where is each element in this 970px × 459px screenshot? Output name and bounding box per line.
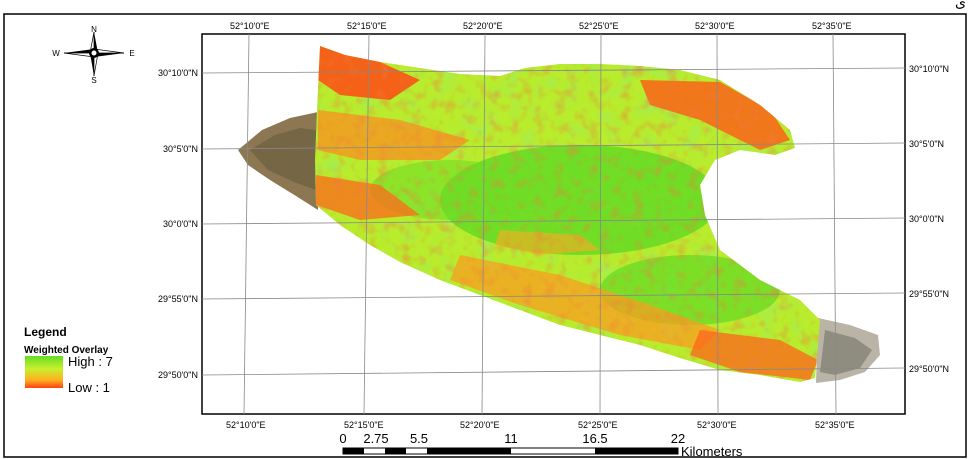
lat-label-left: 29°50'0"N xyxy=(158,370,198,380)
legend-title: Legend xyxy=(24,325,67,339)
meridian-line xyxy=(716,33,719,415)
lon-label-top: 52°15'0"E xyxy=(347,21,387,31)
lat-label-left: 30°10'0"N xyxy=(158,68,198,78)
lat-label-right: 30°5'0"N xyxy=(909,139,944,149)
lat-label-right: 30°0'0"N xyxy=(909,214,944,224)
legend-high-label: High : 7 xyxy=(68,354,113,369)
lon-label-bottom: 52°20'0"E xyxy=(460,420,500,430)
south-label: S xyxy=(91,76,96,84)
lat-label-right: 30°10'0"N xyxy=(909,64,949,74)
lat-label-left: 29°55'0"N xyxy=(158,294,198,304)
corner-character: ى xyxy=(955,0,966,10)
lon-label-top: 52°25'0"E xyxy=(579,21,619,31)
west-label: W xyxy=(52,49,60,58)
parallel-line xyxy=(201,67,906,74)
weighted-overlay-raster xyxy=(315,46,820,382)
scale-tick-label: 16.5 xyxy=(582,431,607,446)
meridian-line xyxy=(832,33,837,415)
lon-label-top: 52°20'0"E xyxy=(463,21,503,31)
lon-label-top: 52°30'0"E xyxy=(695,21,735,31)
scale-tick-label: 0 xyxy=(339,431,346,446)
lon-label-top: 52°35'0"E xyxy=(812,21,852,31)
lon-label-bottom: 52°25'0"E xyxy=(578,420,618,430)
imagery-west-shade xyxy=(250,128,316,190)
scale-tick-label: 5.5 xyxy=(410,431,428,446)
lon-label-bottom: 52°30'0"E xyxy=(697,420,737,430)
legend-color-ramp xyxy=(25,356,63,388)
meridian-line xyxy=(363,33,370,415)
imagery-east-shade xyxy=(820,330,872,375)
scale-tick-label: 22 xyxy=(671,431,685,446)
east-label: E xyxy=(129,49,134,58)
legend-low-label: Low : 1 xyxy=(68,380,110,395)
parallel-line xyxy=(201,367,906,376)
page-border xyxy=(3,13,967,458)
lat-label-left: 30°5'0"N xyxy=(163,144,198,154)
scale-bar: 0 2.75 5.5 11 16.5 22 Kilometers xyxy=(339,431,743,459)
legend-layer-name: Weighted Overlay xyxy=(24,345,109,356)
parallel-line xyxy=(201,142,906,150)
scale-units: Kilometers xyxy=(681,444,743,459)
lon-label-bottom: 52°10'0"E xyxy=(226,420,266,430)
lat-label-right: 29°50'0"N xyxy=(909,364,949,374)
lon-label-top: 52°10'0"E xyxy=(230,21,270,31)
north-arrow-icon: N S E W xyxy=(52,26,134,84)
lon-label-bottom: 52°15'0"E xyxy=(344,420,384,430)
scale-tick-label: 2.75 xyxy=(363,431,388,446)
lon-label-bottom: 52°35'0"E xyxy=(815,420,855,430)
graticule xyxy=(201,33,906,415)
meridian-line xyxy=(481,33,486,415)
scale-tick-label: 11 xyxy=(504,431,518,446)
parallel-line xyxy=(201,217,906,225)
lat-label-left: 30°0'0"N xyxy=(163,219,198,229)
north-label: N xyxy=(91,26,97,34)
lat-label-right: 29°55'0"N xyxy=(909,289,949,299)
parallel-line xyxy=(201,292,906,300)
meridian-line xyxy=(599,33,602,415)
